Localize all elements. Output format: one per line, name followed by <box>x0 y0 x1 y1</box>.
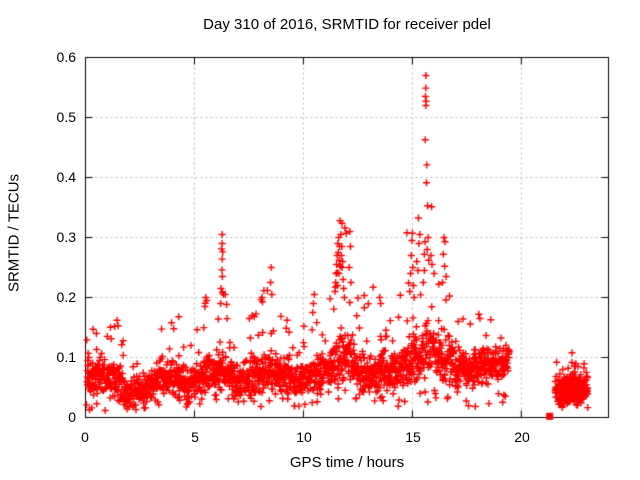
y-tick-label: 0.3 <box>56 229 76 245</box>
y-tick-label: 0.1 <box>56 349 76 365</box>
x-tick-label: 0 <box>81 429 89 445</box>
x-axis-label: GPS time / hours <box>289 454 405 471</box>
y-tick-label: 0 <box>68 409 76 425</box>
x-tick-label: 10 <box>296 429 312 445</box>
y-tick-label: 0.6 <box>56 49 76 65</box>
chart-title: Day 310 of 2016, SRMTID for receiver pde… <box>203 16 491 33</box>
y-tick-label: 0.4 <box>56 169 76 185</box>
x-tick-label: 15 <box>405 429 421 445</box>
y-tick-label: 0.2 <box>56 289 76 305</box>
y-tick-label: 0.5 <box>56 109 76 125</box>
x-tick-label: 5 <box>191 429 199 445</box>
x-tick-label: 20 <box>514 429 530 445</box>
